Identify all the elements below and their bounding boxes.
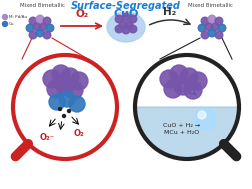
Circle shape [119,21,127,29]
Text: Surface-Segregated: Surface-Segregated [71,1,181,11]
Circle shape [215,17,223,25]
Text: H₂: H₂ [163,7,177,17]
Circle shape [56,77,74,95]
Text: O₂: O₂ [75,9,89,19]
Circle shape [61,68,79,86]
Circle shape [170,65,188,83]
Circle shape [52,65,70,83]
Text: CuO: CuO [113,9,139,19]
Circle shape [3,15,8,19]
Circle shape [122,26,130,34]
Circle shape [62,115,66,118]
Polygon shape [135,107,239,159]
Circle shape [58,108,61,111]
Circle shape [160,70,178,88]
Circle shape [201,31,209,39]
Circle shape [208,29,216,37]
Circle shape [43,17,51,25]
Circle shape [205,23,213,31]
Circle shape [125,21,133,29]
Text: O₂⁻: O₂⁻ [39,132,55,142]
Circle shape [129,15,137,23]
Circle shape [180,68,198,86]
Circle shape [122,13,130,21]
Circle shape [68,109,71,112]
Circle shape [69,96,85,112]
Circle shape [39,23,47,31]
Circle shape [65,81,83,99]
Circle shape [215,31,223,39]
Circle shape [70,72,88,90]
Circle shape [49,94,65,110]
Circle shape [189,72,207,90]
Text: CuO + H₂ →
MCu + H₂O: CuO + H₂ → MCu + H₂O [164,123,201,135]
Circle shape [26,24,34,32]
Circle shape [184,81,202,99]
Circle shape [164,80,182,98]
Circle shape [194,108,216,130]
Ellipse shape [107,12,145,42]
Circle shape [36,29,44,37]
Circle shape [201,17,209,25]
Circle shape [36,15,44,23]
Circle shape [46,24,54,32]
Circle shape [115,25,123,33]
Circle shape [33,23,41,31]
Circle shape [218,24,226,32]
Circle shape [3,22,8,26]
Circle shape [115,15,123,23]
Circle shape [59,91,75,107]
Circle shape [129,25,137,33]
Circle shape [29,31,37,39]
Circle shape [174,77,192,95]
Circle shape [135,55,239,159]
Circle shape [208,15,216,23]
Circle shape [43,31,51,39]
Circle shape [47,80,65,98]
Text: Mixed Bimetallic: Mixed Bimetallic [19,3,65,8]
Circle shape [198,111,206,119]
Text: O₂: O₂ [74,129,84,138]
Circle shape [29,17,37,25]
Text: Cu: Cu [9,22,15,26]
Text: Mixed Bimetallic: Mixed Bimetallic [187,3,233,8]
Circle shape [198,24,206,32]
Circle shape [43,70,61,88]
Circle shape [13,55,117,159]
Text: M: Pd/Au: M: Pd/Au [9,15,27,19]
Circle shape [211,23,219,31]
